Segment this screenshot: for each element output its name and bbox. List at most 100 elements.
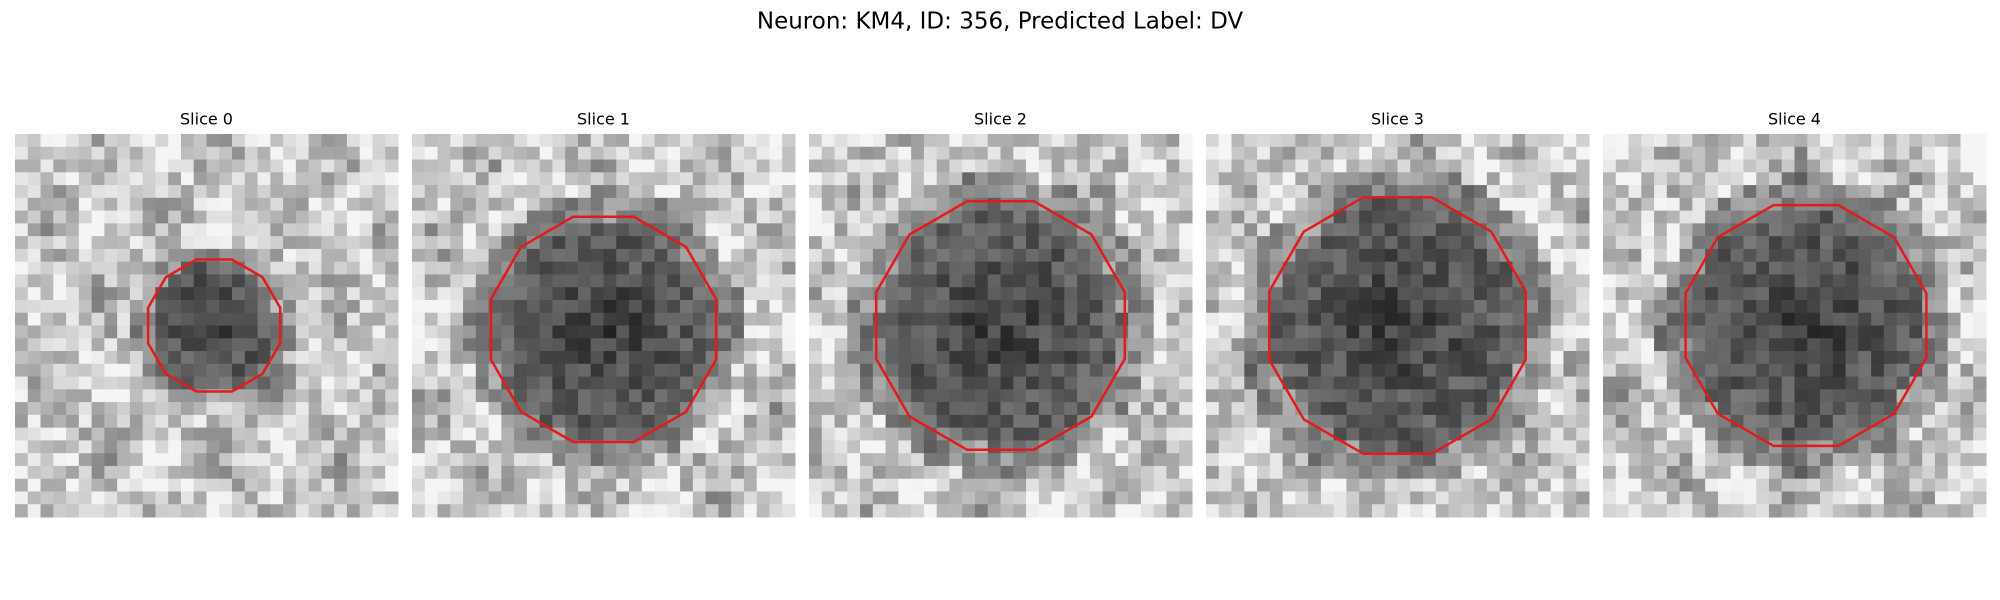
- pixel: [346, 185, 361, 199]
- pixel: [1295, 223, 1309, 237]
- pixel: [834, 248, 848, 263]
- pixel: [1756, 440, 1770, 454]
- pixel: [1794, 159, 1808, 173]
- pixel: [1820, 236, 1834, 250]
- pixel: [1960, 453, 1974, 467]
- pixel: [756, 363, 770, 378]
- pixel: [78, 453, 93, 467]
- pixel: [743, 146, 758, 161]
- pixel: [1960, 414, 1974, 429]
- pixel: [412, 338, 426, 352]
- pixel: [809, 274, 823, 288]
- pixel: [1628, 478, 1642, 492]
- pixel: [1883, 197, 1898, 212]
- pixel: [463, 363, 477, 378]
- pixel: [295, 261, 310, 275]
- pixel: [769, 236, 783, 250]
- pixel: [1231, 402, 1245, 416]
- pixel: [1934, 261, 1949, 275]
- pixel: [372, 236, 386, 250]
- pixel: [1909, 338, 1923, 352]
- pixel: [206, 491, 220, 505]
- pixel: [1705, 402, 1719, 416]
- pixel: [936, 134, 950, 148]
- pixel: [1807, 236, 1821, 250]
- pixel: [1179, 351, 1193, 365]
- pixel: [53, 134, 67, 148]
- pixel: [1320, 248, 1335, 263]
- pixel: [809, 299, 823, 314]
- pixel: [1166, 338, 1180, 352]
- pixel: [565, 414, 579, 429]
- pixel: [1820, 389, 1834, 403]
- pixel: [629, 236, 643, 250]
- pixel: [501, 287, 515, 301]
- pixel: [1576, 325, 1590, 339]
- pixel: [1000, 210, 1014, 224]
- pixel: [129, 312, 144, 326]
- pixel: [809, 210, 823, 224]
- pixel: [1077, 465, 1091, 480]
- pixel: [1922, 248, 1936, 263]
- pixel: [590, 338, 604, 352]
- pixel: [1153, 159, 1167, 173]
- pixel: [1384, 504, 1398, 518]
- pixel: [1371, 325, 1386, 339]
- pixel: [667, 363, 681, 378]
- pixel: [1973, 287, 1987, 301]
- pixel: [1077, 134, 1091, 148]
- pixel: [1244, 325, 1258, 339]
- pixel: [372, 248, 386, 263]
- pixel: [1000, 287, 1014, 301]
- pixel: [603, 185, 617, 199]
- pixel: [782, 287, 796, 301]
- pixel: [1717, 210, 1732, 224]
- pixel: [718, 376, 732, 390]
- pixel: [923, 491, 938, 505]
- pixel: [295, 185, 310, 199]
- pixel: [66, 402, 80, 416]
- pixel: [155, 134, 169, 148]
- pixel: [1333, 248, 1347, 263]
- pixel: [1397, 274, 1411, 288]
- pixel: [1871, 299, 1885, 314]
- pixel: [641, 414, 656, 429]
- pixel: [987, 274, 1001, 288]
- pixel: [1000, 159, 1014, 173]
- pixel: [1000, 299, 1014, 314]
- pixel: [1384, 478, 1398, 492]
- pixel: [1359, 440, 1373, 454]
- pixel: [1206, 325, 1220, 339]
- pixel: [1026, 210, 1040, 224]
- pixel: [923, 299, 938, 314]
- pixel: [359, 236, 373, 250]
- pixel: [1576, 197, 1590, 212]
- pixel: [1563, 453, 1577, 467]
- pixel: [1128, 402, 1142, 416]
- pixel: [782, 248, 796, 263]
- pixel: [603, 261, 617, 275]
- pixel: [1550, 440, 1564, 454]
- pixel: [1077, 172, 1091, 186]
- pixel: [1269, 478, 1284, 492]
- pixel: [1320, 376, 1335, 390]
- pixel: [78, 236, 93, 250]
- pixel: [1218, 504, 1233, 518]
- pixel: [244, 312, 259, 326]
- pixel: [1257, 351, 1271, 365]
- pixel: [1115, 223, 1129, 237]
- pixel: [501, 274, 515, 288]
- pixel: [1883, 312, 1898, 326]
- pixel: [1512, 478, 1526, 492]
- pixel: [1794, 146, 1808, 161]
- pixel: [1563, 363, 1577, 378]
- pixel: [1743, 351, 1757, 365]
- pixel: [1603, 274, 1617, 288]
- pixel: [616, 159, 630, 173]
- pixel: [1743, 491, 1757, 505]
- pixel: [475, 363, 490, 378]
- pixel: [1474, 478, 1488, 492]
- pixel: [1717, 312, 1732, 326]
- pixel: [1615, 299, 1630, 314]
- pixel: [1794, 185, 1808, 199]
